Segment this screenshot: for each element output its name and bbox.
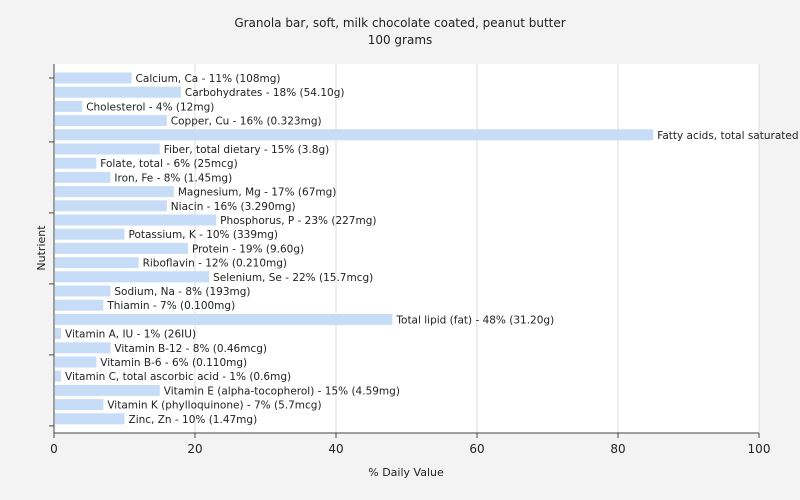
bar-label: Vitamin A, IU - 1% (26IU) — [65, 329, 196, 341]
bar-labels: Calcium, Ca - 11% (108mg) Carbohydrates -… — [65, 73, 800, 426]
bar-label: Calcium, Ca - 11% (108mg) — [136, 73, 281, 85]
bar-label: Riboflavin - 12% (0.210mg) — [143, 258, 287, 270]
bar-label: Iron, Fe - 8% (1.45mg) — [114, 172, 232, 184]
bar — [55, 328, 62, 340]
bar — [55, 271, 210, 283]
bar-label: Cholesterol - 4% (12mg) — [86, 101, 214, 113]
bar — [55, 399, 104, 411]
bar — [55, 72, 132, 84]
bar — [55, 129, 654, 141]
y-axis-title: Nutrient — [35, 225, 48, 271]
bar — [55, 228, 125, 240]
bar-label: Vitamin C, total ascorbic acid - 1% (0.6… — [65, 371, 291, 383]
bar-label: Folate, total - 6% (25mcg) — [100, 158, 237, 170]
x-tick-label: 100 — [748, 442, 771, 456]
bar — [55, 356, 97, 368]
bar — [55, 186, 174, 198]
bar — [55, 86, 181, 98]
x-axis-title: % Daily Value — [368, 466, 444, 479]
bar-label: Vitamin B-12 - 8% (0.46mcg) — [114, 343, 267, 355]
bar-label: Vitamin E (alpha-tocopherol) - 15% (4.59… — [164, 385, 400, 397]
bar — [55, 257, 139, 269]
x-tick-label: 40 — [328, 442, 343, 456]
bar — [55, 285, 111, 297]
x-tick-label: 0 — [50, 442, 58, 456]
bars — [55, 72, 654, 425]
bar-label: Selenium, Se - 22% (15.7mcg) — [213, 272, 373, 284]
bar — [55, 214, 217, 226]
bar — [55, 100, 83, 112]
bar-label: Fatty acids, total saturated - 85% (17.0… — [657, 130, 800, 142]
bar-label: Fiber, total dietary - 15% (3.8g) — [164, 144, 329, 156]
bar — [55, 384, 160, 396]
bar — [55, 342, 111, 354]
bar-label: Total lipid (fat) - 48% (31.20g) — [395, 314, 554, 326]
bar-label: Niacin - 16% (3.290mg) — [171, 201, 296, 213]
bar-label: Thiamin - 7% (0.100mg) — [106, 300, 235, 312]
bar — [55, 299, 104, 311]
gridlines — [194, 64, 760, 433]
x-tick-label: 60 — [469, 442, 484, 456]
bar — [55, 200, 167, 212]
bar — [55, 313, 393, 325]
bar-label: Sodium, Na - 8% (193mg) — [114, 286, 250, 298]
bar — [55, 413, 125, 425]
chart-title: Granola bar, soft, milk chocolate coated… — [234, 16, 565, 30]
bar-label: Carbohydrates - 18% (54.10g) — [185, 87, 345, 99]
bar-label: Phosphorus, P - 23% (227mg) — [220, 215, 376, 227]
x-axis-ticks: 0 20 40 60 80 100 — [50, 433, 770, 456]
bar — [55, 157, 97, 169]
bar-label: Vitamin K (phylloquinone) - 7% (5.7mcg) — [107, 400, 321, 412]
x-tick-label: 80 — [610, 442, 625, 456]
chart-subtitle: 100 grams — [368, 33, 433, 47]
bar — [55, 370, 62, 382]
axes — [49, 64, 759, 434]
bar-label: Copper, Cu - 16% (0.323mg) — [171, 116, 322, 128]
bar — [55, 143, 160, 155]
bar-label: Zinc, Zn - 10% (1.47mg) — [129, 414, 258, 426]
x-tick-label: 20 — [187, 442, 202, 456]
bar — [55, 242, 188, 254]
bar-label: Potassium, K - 10% (339mg) — [129, 229, 279, 241]
bar — [55, 171, 111, 183]
bar — [55, 115, 167, 127]
bar-label: Protein - 19% (9.60g) — [192, 243, 304, 255]
bar-label: Magnesium, Mg - 17% (67mg) — [178, 187, 337, 199]
bar-label: Vitamin B-6 - 6% (0.110mg) — [100, 357, 247, 369]
